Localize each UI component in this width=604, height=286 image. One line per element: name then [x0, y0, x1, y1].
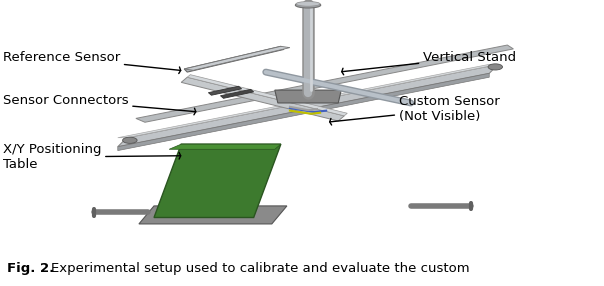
Polygon shape — [154, 144, 281, 217]
Text: Experimental setup used to calibrate and evaluate the custom: Experimental setup used to calibrate and… — [51, 262, 469, 275]
Polygon shape — [184, 46, 284, 72]
Polygon shape — [220, 89, 254, 98]
Polygon shape — [275, 90, 341, 103]
Polygon shape — [118, 64, 498, 147]
Polygon shape — [184, 46, 290, 70]
Ellipse shape — [296, 1, 320, 6]
Polygon shape — [118, 64, 498, 138]
Polygon shape — [187, 75, 347, 116]
Polygon shape — [139, 206, 287, 224]
Text: Vertical Stand: Vertical Stand — [342, 51, 516, 75]
Circle shape — [488, 64, 503, 70]
Text: Custom Sensor
(Not Visible): Custom Sensor (Not Visible) — [330, 96, 500, 125]
Ellipse shape — [295, 2, 321, 8]
Text: Sensor Connectors: Sensor Connectors — [3, 94, 196, 115]
Text: X/Y Positioning
Table: X/Y Positioning Table — [3, 143, 181, 171]
Polygon shape — [136, 45, 513, 122]
Text: Fig. 2.: Fig. 2. — [7, 262, 54, 275]
Polygon shape — [181, 77, 344, 121]
Polygon shape — [208, 86, 242, 95]
Polygon shape — [169, 144, 281, 149]
Text: Reference Sensor: Reference Sensor — [3, 51, 181, 74]
Polygon shape — [118, 74, 489, 150]
Circle shape — [123, 137, 137, 143]
